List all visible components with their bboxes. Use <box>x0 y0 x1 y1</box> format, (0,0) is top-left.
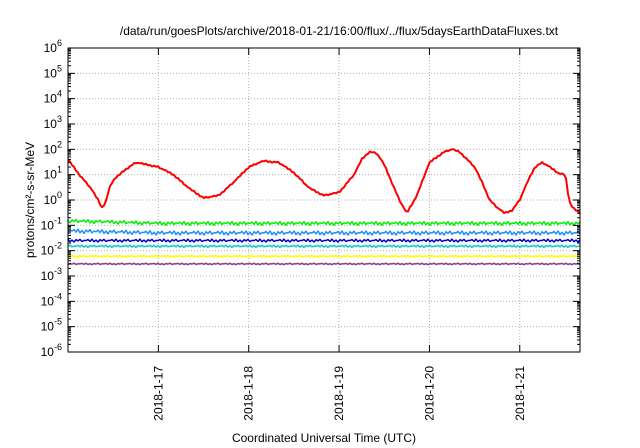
series-line <box>67 254 581 258</box>
grid <box>68 48 580 352</box>
y-axis-label: protons/cm²-s-sr-MeV <box>23 142 37 258</box>
series-layer <box>67 148 581 266</box>
x-tick-label: 2018-1-17 <box>151 366 165 421</box>
x-axis-label: Coordinated Universal Time (UTC) <box>232 431 416 445</box>
series-line <box>67 218 581 226</box>
x-tick-label: 2018-1-21 <box>513 366 527 421</box>
x-tick-label: 2018-1-20 <box>422 366 436 421</box>
series-line <box>67 228 581 236</box>
series-line <box>67 262 581 266</box>
series-line <box>67 148 581 215</box>
x-tick-label: 2018-1-18 <box>242 366 256 421</box>
series-line <box>67 238 581 243</box>
y-axis: 10-610-510-410-310-210-11001011021031041… <box>41 38 580 359</box>
x-axis: 2018-1-17 2018-1-18 2018-1-19 2018-1-20 2018… <box>151 48 527 421</box>
x-tick-label: 2018-1-19 <box>332 366 346 421</box>
series-line <box>67 244 581 249</box>
chart-title: /data/run/goesPlots/archive/2018-01-21/1… <box>120 24 559 38</box>
